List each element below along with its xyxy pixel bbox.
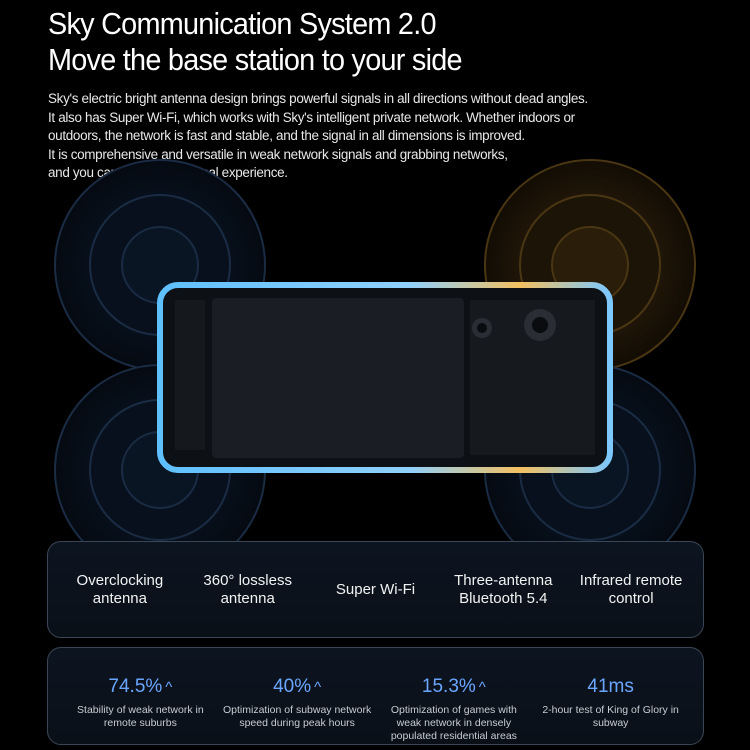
features-panel: Overclocking antenna 360° lossless anten… <box>47 541 704 638</box>
arrow-up-icon: ^ <box>478 679 486 696</box>
page-title: Sky Communication System 2.0 <box>48 6 436 41</box>
battery <box>212 298 464 458</box>
stat-item: 41ms 2-hour test of King of Glory in subw… <box>536 648 686 744</box>
stats-panel: 74.5% ^ Stability of weak network in remot… <box>47 647 704 745</box>
stat-value: 41ms <box>587 676 634 697</box>
arrow-up-icon: ^ <box>314 679 322 696</box>
stat-item: 15.3% ^ Optimization of games with weak ne… <box>379 648 529 744</box>
stat-value: 15.3% <box>421 676 476 697</box>
page-subtitle: Move the base station to your side <box>48 42 463 77</box>
stat-item: 40% ^ Optimization of subway network speed… <box>222 648 372 744</box>
feature-item: Infrared remote control <box>579 571 683 607</box>
feature-item: Super Wi-Fi <box>335 580 416 598</box>
stat-value: 74.5% <box>108 676 163 697</box>
description-line: It also has Super Wi-Fi, which works wit… <box>48 109 575 126</box>
stat-description: Optimization of games with weak network … <box>390 704 517 742</box>
feature-item: 360° lossless antenna <box>203 571 292 607</box>
stat-description: Stability of weak network in remote subu… <box>77 704 204 729</box>
stat-description: Optimization of subway network speed dur… <box>223 704 372 729</box>
description-line: It is comprehensive and versatile in wea… <box>48 146 508 163</box>
feature-item: Three-antenna Bluetooth 5.4 <box>454 571 553 607</box>
description-line: Sky's electric bright antenna design bri… <box>48 91 588 107</box>
stat-item: 74.5% ^ Stability of weak network in remot… <box>65 648 215 744</box>
stat-value: 40% <box>273 676 312 697</box>
feature-item: Overclocking antenna <box>76 571 164 607</box>
arrow-up-icon: ^ <box>165 679 173 696</box>
description-line: outdoors, the network is fast and stable… <box>48 128 525 145</box>
stat-description: 2-hour test of King of Glory in subway <box>542 704 679 729</box>
